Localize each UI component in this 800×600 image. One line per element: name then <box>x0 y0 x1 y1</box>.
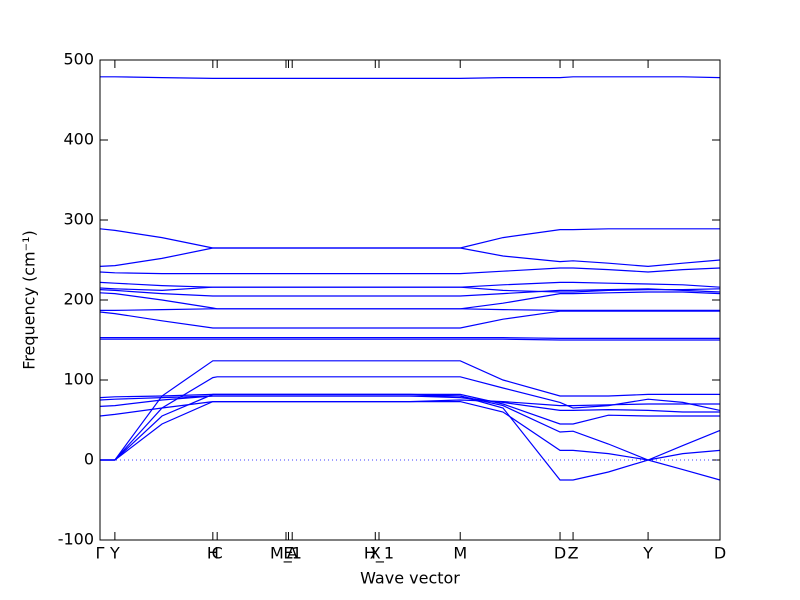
band-line <box>100 360 720 461</box>
x-tick-label: D <box>554 544 566 563</box>
y-tick-label: 500 <box>63 50 94 69</box>
band-line <box>99 228 720 249</box>
plot-frame <box>99 59 721 541</box>
x-axis-label: Wave vector <box>360 569 460 588</box>
band-line <box>99 286 721 293</box>
band-line <box>99 395 720 413</box>
band-line <box>99 281 721 288</box>
y-tick-label: 200 <box>63 290 94 309</box>
x-tick-label: D <box>714 544 726 563</box>
band-line <box>99 247 721 268</box>
x-tick-label: C <box>212 544 223 563</box>
band-line <box>99 310 720 329</box>
y-tick-label: -100 <box>58 530 94 549</box>
band-line <box>100 338 720 341</box>
x-tick-label: H <box>207 544 219 563</box>
x-tick-label: Γ <box>96 544 105 563</box>
band-line <box>100 76 721 79</box>
band-line <box>99 267 721 275</box>
band-line <box>99 393 721 461</box>
y-tick-label: 400 <box>63 130 94 149</box>
x-tick-label: Z <box>568 544 579 563</box>
x-tick-label: H_1 <box>364 544 394 564</box>
x-tick-label: M_1 <box>270 544 302 564</box>
y-tick-label: 100 <box>63 370 94 389</box>
band-line <box>100 337 720 339</box>
band-line <box>100 376 721 461</box>
x-tick-label: Y <box>642 544 653 563</box>
band-line <box>99 395 721 481</box>
band-line <box>100 308 720 311</box>
y-tick-label: 300 <box>63 210 94 229</box>
x-tick-label: E <box>283 544 293 563</box>
y-axis-label: Frequency (cm⁻¹) <box>20 230 39 369</box>
band-line <box>100 401 721 461</box>
band-line <box>99 399 720 417</box>
x-tick-label: Y <box>109 544 120 563</box>
x-tick-label: M <box>453 544 467 563</box>
x-tick-label: A <box>287 544 298 563</box>
x-tick-label: X <box>370 544 381 563</box>
band-line <box>99 288 721 297</box>
y-tick-label: 0 <box>84 450 94 469</box>
